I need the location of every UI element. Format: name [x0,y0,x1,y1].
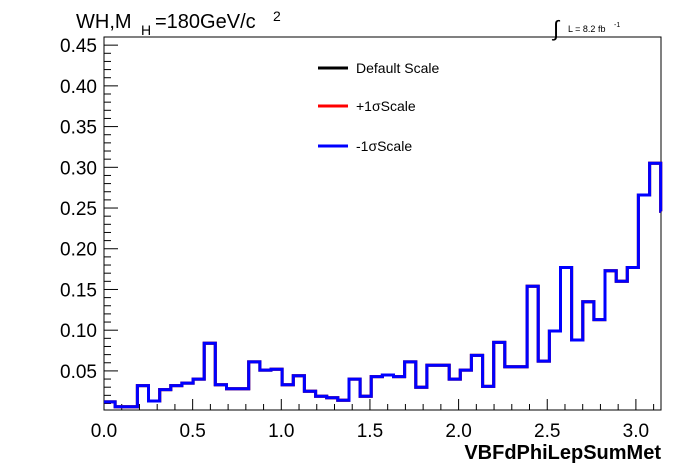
x-tick-label: 1.0 [268,421,294,442]
x-axis: 0.0 0.5 1.0 1.5 2.0 2.5 3.0 [91,399,655,442]
chart-title-rest: =180GeV/c [155,11,256,33]
chart-title-subscript: H [141,22,151,38]
lumi-integral-sign: ∫ [551,16,561,41]
chart-title-superscript: 2 [273,8,281,24]
chart-title-main: WH,M [76,11,132,33]
legend: Default Scale +1σScale -1σScale [318,60,439,154]
plot-frame [103,36,662,411]
y-tick-label: 0.05 [60,362,97,383]
lumi-superscript: -1 [614,22,620,29]
y-tick-label: 0.15 [60,280,97,301]
x-tick-label: 0.5 [179,421,205,442]
x-tick-label: 0.0 [91,421,117,442]
y-tick-label: 0.45 [60,36,97,57]
legend-label-plus-sigma: +1σScale [356,98,416,114]
series-layer [104,161,663,409]
legend-label-minus-sigma: -1σScale [356,138,412,154]
y-tick-label: 0.20 [60,240,97,261]
y-axis: 0.05 0.10 0.15 0.20 0.25 0.30 0.35 0.40 0.45 [60,36,118,404]
y-tick-label: 0.25 [60,199,97,220]
x-tick-label: 3.0 [623,421,649,442]
legend-label-default-scale: Default Scale [356,60,439,76]
x-tick-label: 2.0 [445,421,471,442]
y-tick-label: 0.40 [60,77,97,98]
y-tick-label: 0.35 [60,118,97,139]
x-tick-label: 1.5 [357,421,383,442]
x-tick-label: 2.5 [534,421,560,442]
series-line-2 [104,161,663,409]
x-axis-title: VBFdPhiLepSumMet [464,442,661,464]
lumi-label: L = 8.2 fb [568,24,605,34]
y-tick-label: 0.10 [60,321,97,342]
y-tick-label: 0.30 [60,158,97,179]
